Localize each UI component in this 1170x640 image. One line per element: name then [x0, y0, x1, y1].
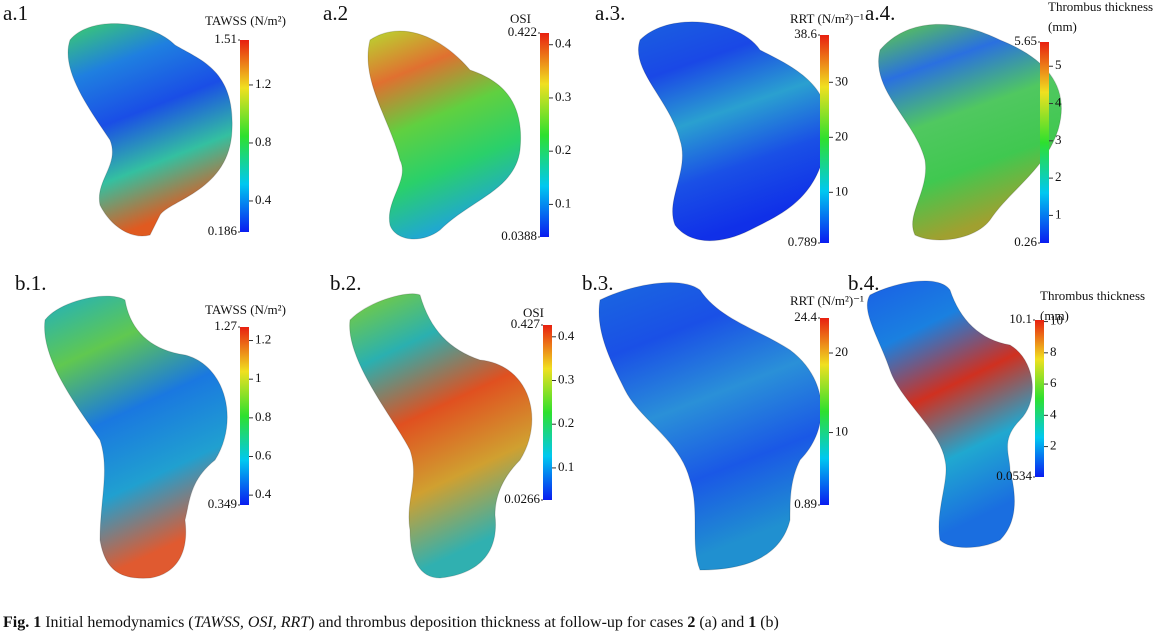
caption-text: (a) and — [695, 614, 749, 631]
colorbar-min: 0.789 — [788, 234, 817, 249]
colorbar-tick-label: 0.4 — [555, 36, 572, 51]
colorbar-min: 0.0266 — [504, 491, 540, 506]
colorbar-title: OSI — [510, 11, 531, 26]
colorbar-tick-label: 2 — [1050, 438, 1057, 453]
colorbar-max: 5.65 — [1014, 33, 1037, 48]
caption-text: TAWSS, OSI, RRT — [193, 614, 310, 631]
colorbar-max: 0.422 — [508, 24, 537, 39]
colorbar-max: 38.6 — [794, 26, 817, 41]
colorbar-max: 10.1 — [1009, 311, 1032, 326]
colorbar-title: RRT (N/m²)⁻¹ — [790, 11, 864, 26]
colorbar-max: 0.427 — [511, 316, 541, 331]
colorbar-tick-label: 2 — [1055, 169, 1062, 184]
colorbar-title: TAWSS (N/m²) — [205, 302, 286, 317]
panel-label: a.3. — [595, 1, 625, 25]
caption-text: (b) — [756, 614, 779, 631]
panel-label: a.2 — [323, 1, 348, 25]
colorbar-tick-label: 6 — [1050, 375, 1057, 390]
colorbar-tick-label: 0.4 — [255, 486, 272, 501]
colorbar-min: 0.186 — [208, 223, 238, 238]
colorbar-max: 1.27 — [214, 318, 237, 333]
caption-text: ) and thrombus deposition thickness at f… — [309, 614, 688, 631]
colorbar-min: 0.89 — [794, 496, 817, 511]
colorbar-title: TAWSS (N/m²) — [205, 13, 286, 28]
colorbar — [540, 33, 549, 237]
vessel-render — [637, 21, 829, 242]
colorbar — [240, 40, 249, 232]
colorbar-tick-label: 0.3 — [558, 371, 574, 386]
colorbar-tick-label: 0.8 — [255, 409, 271, 424]
panel-label: b.4. — [848, 271, 880, 295]
vessel-render — [598, 282, 822, 571]
vessel-render — [866, 280, 1033, 548]
colorbar-tick-label: 1.2 — [255, 332, 271, 347]
colorbar-tick-label: 3 — [1055, 132, 1062, 147]
colorbar-tick-label: 0.3 — [555, 89, 571, 104]
colorbar-max: 1.51 — [214, 31, 237, 46]
colorbar-tick-label: 4 — [1050, 406, 1057, 421]
caption-text: 2 — [687, 614, 696, 631]
panel-label: b.1. — [15, 271, 47, 295]
colorbar-min: 0.26 — [1014, 234, 1037, 249]
vessel-render — [67, 23, 233, 237]
colorbar-tick-label: 0.1 — [555, 195, 571, 210]
colorbar — [820, 35, 829, 243]
colorbar — [1040, 42, 1049, 243]
colorbar-title: Thrombus thickness — [1048, 0, 1153, 14]
colorbar — [1035, 320, 1044, 477]
vessel-render — [878, 23, 1062, 241]
colorbar-min: 0.0534 — [996, 468, 1032, 483]
colorbar-tick-label: 20 — [835, 128, 848, 143]
colorbar-tick-label: 0.8 — [255, 134, 271, 149]
colorbar-tick-label: 5 — [1055, 57, 1062, 72]
colorbar-min: 0.0388 — [501, 228, 537, 243]
colorbar-tick-label: 30 — [835, 73, 848, 88]
caption-label: Fig. 1 — [3, 614, 42, 631]
panel-label: a.1 — [3, 1, 28, 25]
caption-text: Initial hemodynamics ( — [45, 614, 194, 631]
colorbar-title: OSI — [523, 305, 544, 320]
panel-label: a.4. — [865, 1, 895, 25]
colorbar-tick-label: 1 — [1055, 206, 1062, 221]
colorbar-min: 0.349 — [208, 496, 237, 511]
caption-text: 1 — [748, 614, 757, 631]
colorbar-tick-label: 0.2 — [555, 142, 571, 157]
colorbar-tick-label: 8 — [1050, 344, 1057, 359]
vessel-render — [349, 293, 533, 579]
colorbar-tick-label: 4 — [1055, 95, 1062, 110]
colorbar-title: RRT (N/m²)⁻¹ — [790, 293, 864, 308]
colorbar-tick-label: 0.4 — [255, 192, 272, 207]
colorbar-tick-label: 0.6 — [255, 447, 272, 462]
colorbar-tick-label: 1.2 — [255, 76, 271, 91]
colorbar-tick-label: 0.2 — [558, 415, 574, 430]
colorbar-title: Thrombus thickness — [1040, 288, 1145, 303]
caption: Fig. 1 Initial hemodynamics (TAWSS, OSI,… — [3, 614, 779, 632]
colorbar-tick-label: 0.4 — [558, 328, 575, 343]
colorbar — [240, 327, 249, 505]
colorbar-tick-label: 20 — [835, 344, 848, 359]
panel-label: b.3. — [582, 271, 614, 295]
colorbar-title: (mm) — [1048, 19, 1077, 34]
vessel-render — [44, 295, 228, 579]
colorbar-max: 24.4 — [794, 309, 817, 324]
colorbar-tick-label: 10 — [1050, 313, 1063, 328]
panel-label: b.2. — [330, 271, 362, 295]
colorbar-tick-label: 0.1 — [558, 459, 574, 474]
colorbar-title: (mm) — [1040, 308, 1069, 323]
colorbar — [543, 325, 552, 500]
colorbar-tick-label: 10 — [835, 424, 848, 439]
colorbar-tick-label: 10 — [835, 183, 848, 198]
colorbar — [820, 318, 829, 505]
vessel-render — [367, 30, 522, 240]
colorbar-tick-label: 1 — [255, 370, 262, 385]
